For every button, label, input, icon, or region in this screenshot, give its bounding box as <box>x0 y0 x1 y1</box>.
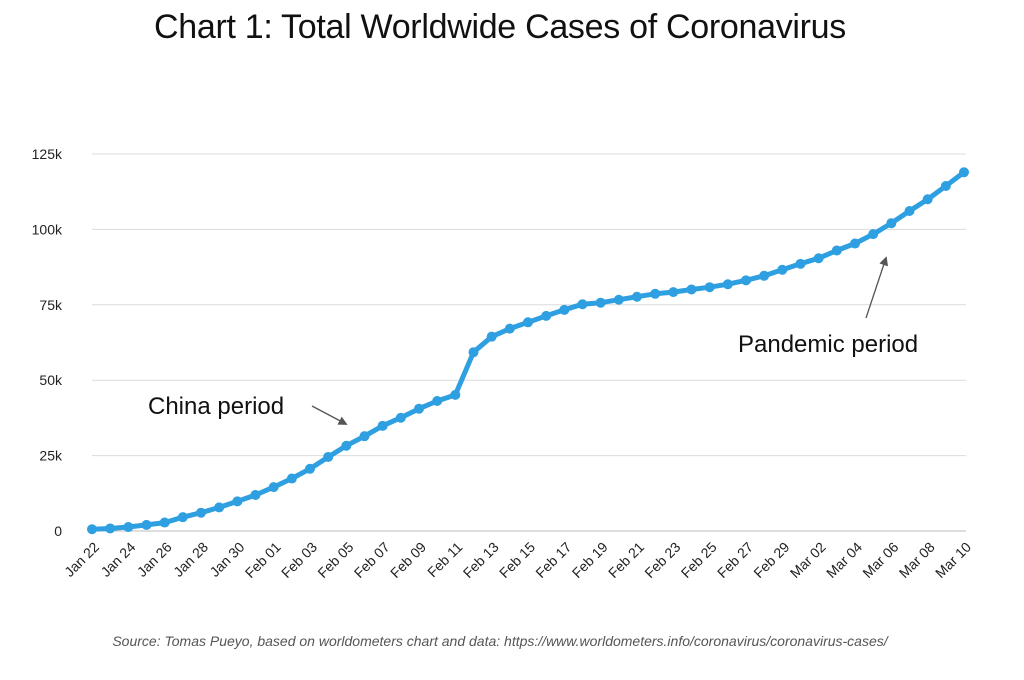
y-tick-label: 0 <box>54 523 62 539</box>
data-point <box>795 258 806 269</box>
data-point <box>940 181 951 192</box>
data-point <box>341 440 352 451</box>
data-point <box>177 512 188 523</box>
x-tick-label: Mar 04 <box>823 539 865 581</box>
x-tick-label: Feb 29 <box>750 539 792 581</box>
data-point <box>632 291 642 302</box>
data-point <box>395 412 406 423</box>
data-point <box>214 502 225 513</box>
data-point <box>359 431 370 442</box>
y-axis-ticks: 0 25k 50k 75k 100k 125k <box>32 146 63 539</box>
data-point <box>468 347 479 358</box>
x-tick-label: Mar 10 <box>932 539 974 581</box>
data-point <box>377 420 388 431</box>
gridlines <box>92 153 966 532</box>
x-tick-label: Jan 28 <box>170 539 211 580</box>
x-tick-label: Feb 27 <box>714 539 756 581</box>
data-point <box>559 304 570 315</box>
data-point <box>87 524 97 535</box>
data-point <box>741 275 751 286</box>
x-tick-label: Feb 15 <box>496 539 538 581</box>
data-point <box>668 287 679 298</box>
annotation-arrow <box>865 256 889 319</box>
x-tick-label: Feb 25 <box>678 539 720 581</box>
x-tick-label: Feb 03 <box>278 539 320 581</box>
data-point <box>159 517 170 528</box>
data-point <box>450 389 461 400</box>
x-tick-label: Feb 19 <box>569 539 611 581</box>
data-point <box>414 403 424 414</box>
data-point <box>196 507 206 518</box>
data-point <box>305 463 315 474</box>
y-tick-label: 100k <box>32 221 63 237</box>
data-point <box>904 206 915 217</box>
data-point <box>523 317 533 328</box>
data-point <box>759 270 770 281</box>
data-point <box>650 288 661 299</box>
y-tick-label: 75k <box>39 297 63 313</box>
annotation-arrow <box>311 405 348 425</box>
x-tick-label: Jan 26 <box>134 539 175 580</box>
data-point <box>868 229 879 240</box>
y-tick-label: 25k <box>39 448 63 464</box>
x-tick-label: Feb 21 <box>605 539 647 581</box>
annotation-label: Pandemic period <box>738 331 918 358</box>
data-point <box>886 218 897 229</box>
chart-title: Chart 1: Total Worldwide Cases of Corona… <box>153 8 846 46</box>
data-point <box>105 523 116 534</box>
x-tick-label: Feb 07 <box>351 539 393 581</box>
x-tick-label: Feb 09 <box>387 539 429 581</box>
data-point <box>504 323 515 334</box>
data-point <box>777 264 788 275</box>
data-point <box>486 331 497 342</box>
x-tick-label: Mar 02 <box>787 539 829 581</box>
source-note: Source: Tomas Pueyo, based on worldomete… <box>112 633 888 649</box>
x-tick-label: Mar 08 <box>896 539 938 581</box>
x-tick-label: Feb 05 <box>314 539 356 581</box>
data-point <box>686 284 697 295</box>
data-point <box>722 279 733 290</box>
series-layer <box>87 167 969 535</box>
data-point <box>704 282 715 293</box>
data-point <box>232 496 243 507</box>
data-point <box>922 194 933 205</box>
x-tick-label: Feb 11 <box>424 539 466 581</box>
data-point <box>268 482 279 493</box>
annotation-label: China period <box>148 393 284 420</box>
x-tick-label: Mar 06 <box>859 539 901 581</box>
data-point <box>959 167 969 178</box>
data-point <box>123 522 134 533</box>
data-point <box>286 473 297 484</box>
x-tick-label: Feb 23 <box>641 539 683 581</box>
data-point <box>613 294 624 305</box>
x-tick-label: Feb 01 <box>242 539 284 581</box>
data-point <box>577 299 588 310</box>
x-tick-label: Jan 30 <box>206 539 247 580</box>
x-tick-label: Feb 17 <box>532 539 574 581</box>
data-point <box>541 310 552 321</box>
data-point <box>141 519 152 530</box>
annotations-layer: China period Pandemic period <box>148 256 918 425</box>
data-point <box>831 245 842 256</box>
data-point <box>813 253 824 264</box>
y-tick-label: 50k <box>39 372 63 388</box>
data-point <box>250 489 261 500</box>
x-tick-label: Jan 22 <box>61 539 102 580</box>
data-point <box>323 451 334 462</box>
x-tick-label: Feb 13 <box>460 539 502 581</box>
data-point <box>850 238 860 249</box>
data-point <box>595 297 606 308</box>
data-point <box>432 396 443 407</box>
x-tick-label: Jan 24 <box>97 539 138 580</box>
y-tick-label: 125k <box>32 146 63 162</box>
